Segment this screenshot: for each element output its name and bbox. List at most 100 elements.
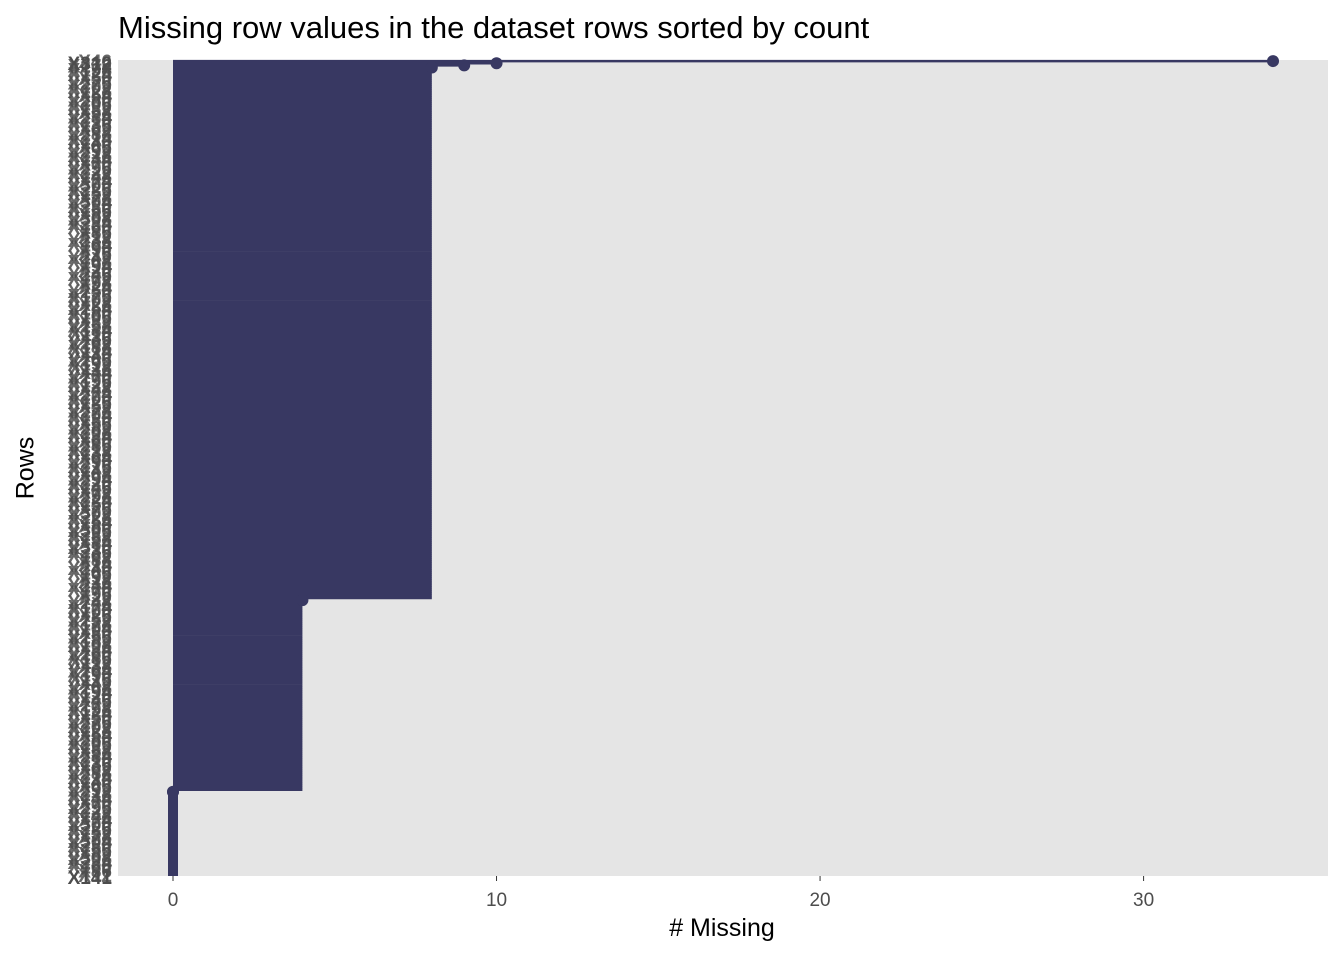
y-tick-label: X26 [78,606,112,627]
y-tick-label: X86 [78,862,112,883]
y-tick-label: X108 [68,636,112,657]
y-tick-label: X90 [78,240,112,261]
y-tick-label: X88 [78,551,112,572]
y-tick-label: X308 [68,849,112,870]
group-end-point [296,594,309,607]
y-tick-label: X310 [68,538,112,559]
y-tick-label-bottom: X141 [68,868,113,889]
y-tick-label: X22 [78,589,112,610]
y-tick-label: X70 [78,154,112,175]
y-tick-label: X262 [68,333,112,354]
y-tick-label: X34 [78,640,112,661]
y-tick-label: X146 [68,478,112,499]
y-tick-label: X266 [68,350,112,371]
y-tick-label: X68 [78,465,112,486]
y-tick-label: X124 [68,65,113,86]
y-tick-label: X186 [68,649,112,670]
y-tick-label: X50 [78,69,112,90]
x-axis-ticks: 0 10 20 30 [168,876,1154,911]
y-tick-label: X286 [68,436,112,457]
y-tick-label: X54 [78,725,112,746]
y-tick-label: X158 [68,529,112,550]
y-tick-label: X296 [68,159,112,180]
y-axis-label: Rows [11,436,40,500]
y-tick-label: X218 [68,146,112,167]
y-tick-label: X276 [68,713,112,734]
y-tick-label: X268 [68,678,112,699]
y-tick-label: X144 [68,150,113,171]
y-tick-label: X96 [78,585,112,606]
y-tick-label: X250 [68,282,112,303]
y-tick-label: X122 [68,376,112,397]
y-tick-label: X206 [68,95,112,116]
y-tick-label: X188 [68,338,112,359]
y-tick-label: X182 [68,632,112,653]
y-tick-label: X260 [68,644,112,665]
y-tick-label: X148 [68,806,112,827]
y-tick-label: X284 [68,747,113,768]
y-tick-label: X124 [68,704,113,725]
y-tick-label: X128 [68,82,112,103]
y-tick-label: X64 [78,448,112,469]
y-tick-label: X32 [78,312,112,333]
y-tick-label: X58 [78,742,112,763]
y-tick-label: X152 [68,184,112,205]
zero-group-point [167,785,179,798]
y-tick-label: X216 [68,457,112,478]
zero-missing-stem [168,791,178,876]
y-tick-label: X198 [68,700,112,721]
y-tick-label: X300 [68,176,112,197]
y-tick-label: X102 [68,291,112,312]
y-tick-label: X106 [68,308,112,329]
y-tick-label: X202 [68,78,112,99]
y-tick-label: X140 [68,133,112,154]
y-tick-label: X94 [78,257,112,278]
y-tick-label: X288 [68,125,112,146]
y-tick-label: X70 [78,793,112,814]
y-tick-label: X264 [68,661,113,682]
y-tick-label: X190 [68,666,112,687]
y-tick-label: X236 [68,542,112,563]
y-tick-label: X276 [68,73,112,94]
y-tick-label: X212 [68,440,112,461]
y-tick-label: X12 [78,227,112,248]
y-tick-label: X170 [68,580,112,601]
x-tick-label: 30 [1133,890,1154,911]
y-tick-label: X38 [78,657,112,678]
y-tick-label: X238 [68,231,112,252]
y-tick-label: X76 [78,499,112,520]
y-tick-label: X228 [68,508,112,529]
y-tick-label: X48 [78,380,112,401]
y-tick-label: X234 [68,853,113,874]
y-tick-label: X292 [68,781,112,802]
y-tick-label: X226 [68,819,112,840]
y-tick-label: X92 [78,568,112,589]
y-tick-label: X44 [78,363,112,384]
y-tick-label: X40 [78,346,112,367]
y-tick-label: X202 [68,717,112,738]
y-tick-label: X176 [68,286,112,307]
y-tick-label: X162 [68,546,112,567]
y-tick-label: X116 [69,670,112,691]
y-tick-label: X98 [78,274,112,295]
y-tick-label: X272 [68,695,112,716]
group-end-point [490,57,503,70]
y-tick-label: X80 [78,517,112,538]
y-tick-label: X168 [68,252,112,273]
y-tick-label: X140 [68,772,112,793]
y-tick-label: X220 [68,474,112,495]
y-tick-label: X174 [68,597,113,618]
y-tick-label: X282 [68,419,112,440]
y-tick-label: X222 [68,163,112,184]
y-tick-label: X194 [68,683,113,704]
y-tick-label: X304 [68,193,113,214]
y-tick-label: X78 [78,188,112,209]
y-tick-label: X132 [68,738,112,759]
y-tick-label: X284 [68,107,113,128]
y-tick-label: X136 [68,755,112,776]
y-tick-label: X100 [68,602,112,623]
y-tick-label: X58 [78,103,112,124]
y-tick-label: X226 [68,180,112,201]
y-tick-label: X196 [68,372,112,393]
